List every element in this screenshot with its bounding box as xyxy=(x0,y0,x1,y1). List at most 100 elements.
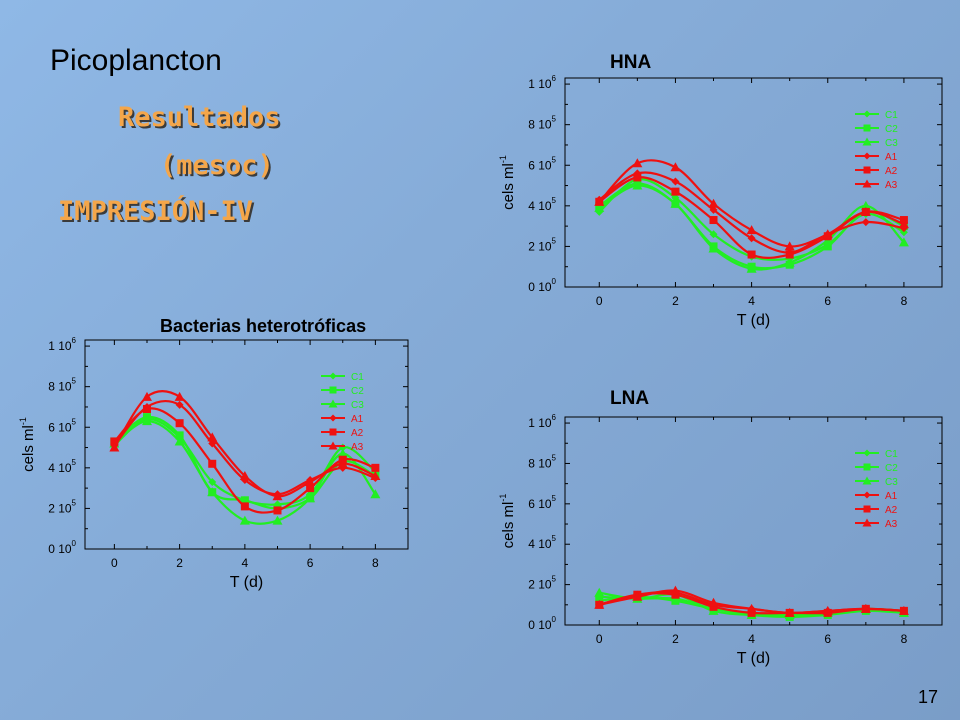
data-point-a2 xyxy=(633,173,642,182)
x-tick-label: 8 xyxy=(372,556,379,570)
data-point-c3 xyxy=(305,493,316,503)
data-point-a2 xyxy=(747,250,756,259)
x-tick-label: 2 xyxy=(672,632,679,646)
data-point-c1 xyxy=(899,228,908,237)
legend-marker xyxy=(863,449,871,457)
data-point-a3 xyxy=(239,470,250,480)
y-tick-label: 4 105 xyxy=(528,534,556,551)
y-tick-label-exponent: 5 xyxy=(552,155,557,164)
y-tick-label: 0 100 xyxy=(528,277,556,294)
legend-label: A1 xyxy=(885,152,898,163)
data-point-a3 xyxy=(207,432,218,442)
x-tick-label: 0 xyxy=(111,556,118,570)
legend-label: C3 xyxy=(351,400,364,411)
y-tick-label: 0 100 xyxy=(48,539,76,556)
x-axis-label: T (d) xyxy=(737,650,770,667)
data-point-a2 xyxy=(208,459,217,468)
data-point-c2 xyxy=(240,496,249,505)
legend-label: A1 xyxy=(885,491,898,502)
subtitle-resultados: Resultados xyxy=(118,102,281,133)
y-tick-label: 1 106 xyxy=(48,336,76,353)
legend-label: C1 xyxy=(351,372,364,383)
x-tick-label: 6 xyxy=(824,294,831,308)
y-tick-label-exponent: 5 xyxy=(552,534,557,543)
legend-marker xyxy=(329,414,337,422)
data-point-a3 xyxy=(822,605,833,615)
data-point-a3 xyxy=(784,241,795,251)
y-tick-label: 2 105 xyxy=(528,575,556,592)
series-a3 xyxy=(109,390,381,501)
data-point-c3 xyxy=(239,515,250,525)
y-axis-label-exponent: -1 xyxy=(498,494,508,502)
y-tick-label: 6 105 xyxy=(528,494,556,511)
data-point-a1 xyxy=(671,177,680,186)
chart-title-bacterias: Bacterias heterotróficas xyxy=(160,316,367,336)
legend-label: C2 xyxy=(885,463,898,474)
legend-label: A3 xyxy=(885,180,898,191)
data-point-a3 xyxy=(784,607,795,617)
data-point-a3 xyxy=(272,491,283,501)
y-tick-label-exponent: 5 xyxy=(552,453,557,462)
data-point-c3 xyxy=(174,436,185,446)
data-point-c2 xyxy=(823,242,832,251)
y-tick-label: 1 106 xyxy=(528,413,556,430)
y-tick-label: 4 105 xyxy=(48,458,76,475)
y-axis-label-exponent: -1 xyxy=(18,417,28,425)
data-point-a3 xyxy=(632,591,643,601)
x-axis-label: T (d) xyxy=(230,574,263,591)
y-tick-label-exponent: 6 xyxy=(72,336,77,345)
legend-marker xyxy=(863,166,871,174)
data-point-c3 xyxy=(670,198,681,208)
data-point-a3 xyxy=(746,225,757,235)
legend-marker xyxy=(862,137,872,146)
chart-title-lna: LNA xyxy=(610,388,650,409)
legend-marker xyxy=(328,399,338,408)
data-point-c1 xyxy=(709,230,718,239)
data-point-c3 xyxy=(784,257,795,267)
data-point-a2 xyxy=(306,484,315,493)
x-tick-label: 0 xyxy=(596,632,603,646)
data-point-a3 xyxy=(708,597,719,607)
data-point-c3 xyxy=(207,487,218,497)
data-point-a3 xyxy=(860,206,871,216)
data-point-a1 xyxy=(709,205,718,214)
y-tick-label-exponent: 5 xyxy=(552,236,557,245)
data-point-a3 xyxy=(860,603,871,613)
legend-label: C1 xyxy=(885,449,898,460)
legend-marker xyxy=(328,441,338,450)
y-tick-label: 6 105 xyxy=(48,417,76,434)
legend-marker xyxy=(863,152,871,160)
data-point-c2 xyxy=(671,596,680,605)
data-point-a2 xyxy=(371,463,380,472)
legend-marker xyxy=(329,386,337,394)
x-tick-label: 6 xyxy=(824,632,831,646)
data-point-a3 xyxy=(141,391,152,401)
subtitle-impresion: IMPRESIÓN-IV xyxy=(58,196,254,227)
y-tick-label: 2 105 xyxy=(48,498,76,515)
data-point-a2 xyxy=(709,216,718,225)
y-tick-label-exponent: 5 xyxy=(72,417,77,426)
legend-label: C3 xyxy=(885,138,898,149)
data-point-a3 xyxy=(670,162,681,172)
legend-label: A2 xyxy=(885,166,898,177)
data-point-a2 xyxy=(671,590,680,599)
data-point-a2 xyxy=(273,506,282,515)
x-tick-label: 8 xyxy=(901,294,908,308)
data-point-c2 xyxy=(175,431,184,440)
data-point-a2 xyxy=(175,419,184,428)
data-point-a2 xyxy=(142,404,151,413)
y-tick-label-exponent: 0 xyxy=(72,539,77,548)
series-a3 xyxy=(594,158,909,251)
x-tick-label: 2 xyxy=(176,556,183,570)
data-point-c3 xyxy=(632,180,643,190)
data-point-c3 xyxy=(708,243,719,253)
data-point-a3 xyxy=(708,198,719,208)
legend-marker xyxy=(862,179,872,188)
data-point-a2 xyxy=(709,602,718,611)
legend-label: C1 xyxy=(885,110,898,121)
data-point-a3 xyxy=(670,585,681,595)
legend-marker xyxy=(862,476,872,485)
plot-frame xyxy=(564,416,943,626)
